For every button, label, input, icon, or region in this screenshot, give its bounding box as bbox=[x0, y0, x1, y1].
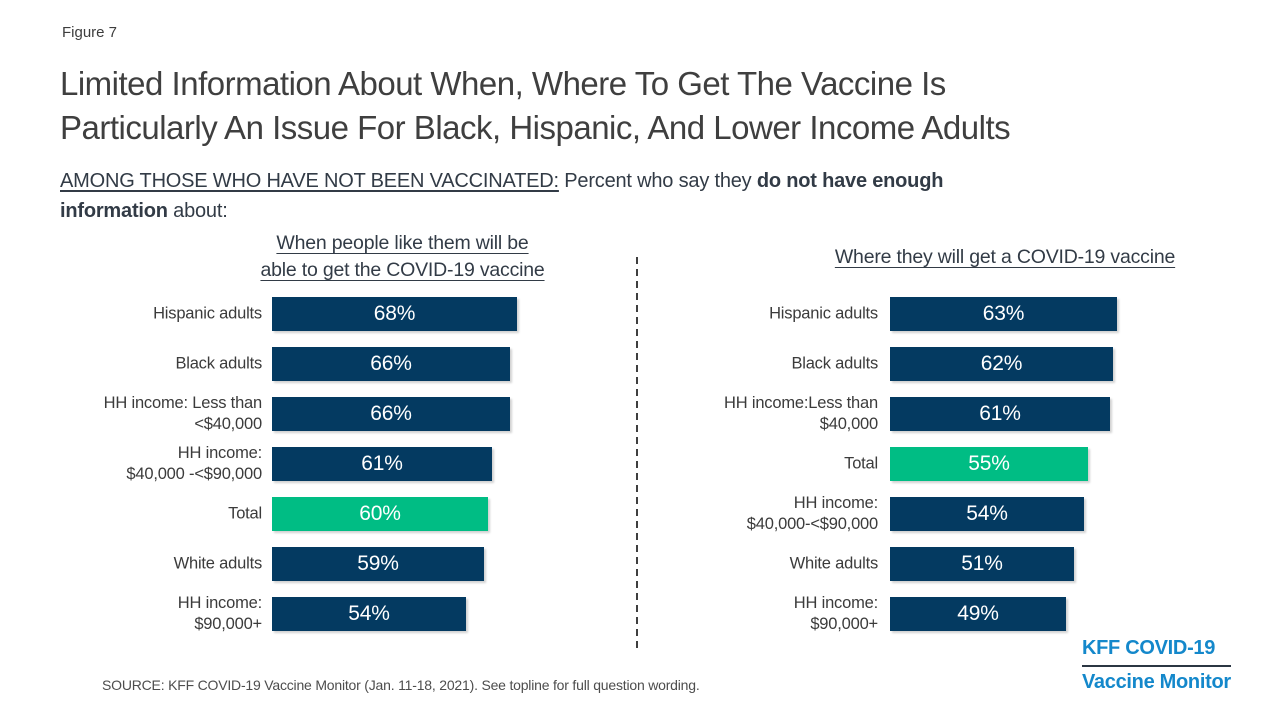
chart-title-line: Where they will get a COVID-19 vaccine bbox=[834, 246, 1176, 268]
bar-value-label: 55% bbox=[968, 452, 1010, 475]
bar: 68% bbox=[272, 297, 517, 331]
category-label: Black adults bbox=[175, 354, 262, 373]
page-title-line1: Limited Information About When, Where To… bbox=[60, 65, 946, 102]
bar-value-label: 51% bbox=[961, 552, 1003, 575]
category-label: Hispanic adults bbox=[153, 304, 262, 323]
bar-value-label: 68% bbox=[373, 302, 416, 325]
category-label: Hispanic adults bbox=[769, 304, 878, 323]
chart-row: White adults 59% bbox=[60, 547, 635, 581]
bar-value-label: 62% bbox=[980, 352, 1023, 375]
bar-value-label: 59% bbox=[357, 552, 399, 575]
category-label: Black adults bbox=[791, 354, 878, 373]
kff-logo: KFF COVID-19 Vaccine Monitor bbox=[1082, 637, 1231, 694]
category-label: White adults bbox=[789, 554, 879, 573]
category-label: HH income: $40,000-<$90,000 bbox=[746, 494, 878, 533]
subtitle-text-run: Percent who say they bbox=[558, 170, 757, 192]
bar-value-label: 66% bbox=[370, 402, 412, 425]
page-title-line2: Particularly An Issue For Black, Hispani… bbox=[60, 109, 1011, 146]
chart-row: Total 60% bbox=[60, 497, 635, 531]
bar: 63% bbox=[890, 297, 1117, 331]
category-label: HH income: $90,000+ bbox=[793, 594, 878, 633]
right-chart-title: Where they will get a COVID-19 vaccine bbox=[760, 244, 1250, 271]
figure-label: Figure 7 bbox=[62, 24, 118, 41]
category-label: Total bbox=[228, 504, 262, 523]
left-chart-title: When people like them will be able to get… bbox=[170, 230, 635, 284]
kff-logo-line1: KFF COVID-19 bbox=[1082, 637, 1231, 667]
kff-logo-line2: Vaccine Monitor bbox=[1082, 671, 1231, 693]
bar: 51% bbox=[890, 547, 1074, 581]
subtitle-text-run: about: bbox=[167, 200, 228, 222]
bar: 49% bbox=[890, 597, 1066, 631]
category-label: Total bbox=[844, 454, 878, 473]
chart-row: HH income: $90,000+ 54% bbox=[60, 594, 635, 633]
chart-row: Hispanic adults 68% bbox=[60, 297, 635, 331]
subtitle: AMONG THOSE WHO HAVE NOT BEEN VACCINATED… bbox=[60, 166, 943, 226]
page-title: Limited Information About When, Where To… bbox=[60, 62, 1011, 150]
bar-value-label: 54% bbox=[966, 502, 1008, 525]
subtitle-text-run: do not have enough bbox=[756, 170, 944, 192]
category-label: HH income:Less than $40,000 bbox=[724, 394, 878, 433]
bar-value-label: 63% bbox=[982, 302, 1025, 325]
chart-row: Total 55% bbox=[640, 447, 1230, 481]
bar-value-label: 66% bbox=[370, 352, 412, 375]
bar: 61% bbox=[890, 397, 1110, 431]
bar: 54% bbox=[890, 497, 1084, 531]
bar: 62% bbox=[890, 347, 1113, 381]
bar-value-label: 61% bbox=[979, 402, 1021, 425]
chart-row: HH income: Less than <$40,000 66% bbox=[60, 394, 635, 433]
bar: 61% bbox=[272, 447, 492, 481]
bar: 66% bbox=[272, 347, 510, 381]
bar-value-label: 61% bbox=[361, 452, 403, 475]
bar-total-highlight: 55% bbox=[890, 447, 1088, 481]
chart-row: Hispanic adults 63% bbox=[640, 297, 1230, 331]
category-label: HH income: $40,000 -<$90,000 bbox=[126, 444, 262, 483]
source-note: SOURCE: KFF COVID-19 Vaccine Monitor (Ja… bbox=[102, 677, 700, 693]
chart-row: Black adults 62% bbox=[640, 347, 1230, 381]
category-label: HH income: $90,000+ bbox=[177, 594, 262, 633]
subtitle-line: AMONG THOSE WHO HAVE NOT BEEN VACCINATED… bbox=[60, 166, 943, 196]
subtitle-line: information about: bbox=[60, 196, 943, 226]
bar: 59% bbox=[272, 547, 484, 581]
bar: 66% bbox=[272, 397, 510, 431]
chart-row: White adults 51% bbox=[640, 547, 1230, 581]
dashed-divider bbox=[636, 257, 638, 651]
chart-row: Black adults 66% bbox=[60, 347, 635, 381]
chart-title-line: When people like them will be bbox=[276, 232, 529, 254]
subtitle-text-run: information bbox=[60, 200, 168, 222]
chart-row: HH income:Less than $40,000 61% bbox=[640, 394, 1230, 433]
bar-value-label: 49% bbox=[957, 602, 999, 625]
bar-total-highlight: 60% bbox=[272, 497, 488, 531]
bar-value-label: 60% bbox=[359, 502, 401, 525]
category-label: White adults bbox=[173, 554, 263, 573]
subtitle-text-run: AMONG THOSE WHO HAVE NOT BEEN VACCINATED… bbox=[60, 170, 559, 192]
bar: 54% bbox=[272, 597, 466, 631]
category-label: HH income: Less than <$40,000 bbox=[103, 394, 263, 433]
chart-title-line: able to get the COVID-19 vaccine bbox=[260, 259, 545, 281]
chart-row: HH income: $40,000-<$90,000 54% bbox=[640, 494, 1230, 533]
chart-row: HH income: $90,000+ 49% bbox=[640, 594, 1230, 633]
chart-row: HH income: $40,000 -<$90,000 61% bbox=[60, 444, 635, 483]
bar-value-label: 54% bbox=[348, 602, 390, 625]
